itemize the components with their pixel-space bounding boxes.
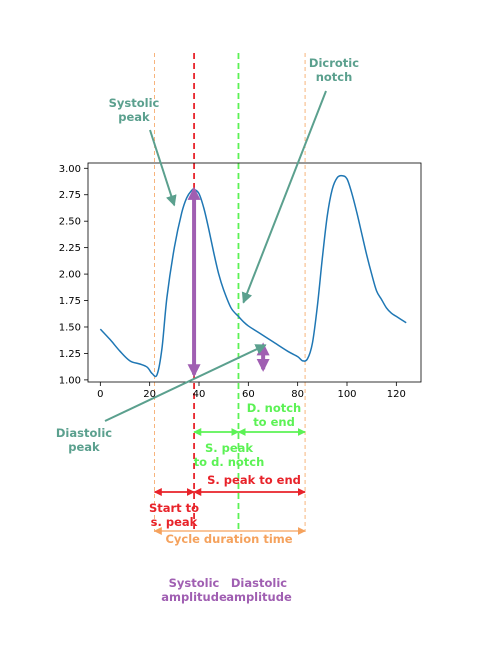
amplitude-arrows: [187, 186, 270, 378]
s-peak-to-end-label: S. peak to end: [207, 473, 301, 487]
diastolic-amplitude-label: Diastolic amplitude: [226, 576, 292, 604]
systolic-amplitude-label: Systolic amplitude: [161, 576, 227, 604]
d-notch-to-end-label: D. notch to end: [247, 401, 302, 429]
y-tick-label: 2.00: [59, 270, 81, 281]
diastolic-peak-pointer: [104, 344, 267, 422]
annotation-pointers: [104, 90, 327, 422]
y-tick-label: 3.00: [59, 164, 81, 175]
s-peak-to-d-notch-label: S. peak to d. notch: [194, 441, 265, 469]
dicrotic-notch-pointer: [241, 90, 327, 304]
axis-ticks: 0 20 40 60 80 100 120 1.00 1.25 1.50 1.75 2.00 2.25 2…: [59, 164, 406, 400]
cycle-duration-label: Cycle duration time: [165, 532, 292, 546]
y-tick-label: 1.75: [59, 296, 81, 307]
x-tick-label: 100: [337, 389, 356, 400]
y-tick-label: 2.75: [59, 190, 81, 201]
x-tick-label: 40: [193, 389, 206, 400]
y-tick-label: 1.00: [59, 375, 81, 386]
y-tick-label: 2.25: [59, 243, 81, 254]
plot-frame: [87, 162, 422, 383]
systolic-peak-label: Systolic peak: [109, 96, 160, 124]
systolic-peak-pointer: [149, 129, 177, 207]
x-tick-label: 60: [242, 389, 255, 400]
start-to-s-peak-label: Start to s. peak: [149, 501, 199, 529]
dicrotic-notch-label: Dicrotic notch: [309, 56, 359, 84]
cycle-marker-lines: [154, 53, 306, 532]
x-tick-label: 20: [143, 389, 156, 400]
diastolic-peak-label: Diastolic peak: [56, 426, 112, 454]
y-tick-label: 1.50: [59, 322, 81, 333]
y-tick-label: 1.25: [59, 349, 81, 360]
interval-arrows: [153, 428, 306, 535]
y-tick-label: 2.50: [59, 217, 81, 228]
x-tick-label: 0: [97, 389, 103, 400]
x-tick-label: 80: [291, 389, 304, 400]
waveform-series-line: [99, 174, 407, 378]
x-tick-label: 120: [387, 389, 406, 400]
